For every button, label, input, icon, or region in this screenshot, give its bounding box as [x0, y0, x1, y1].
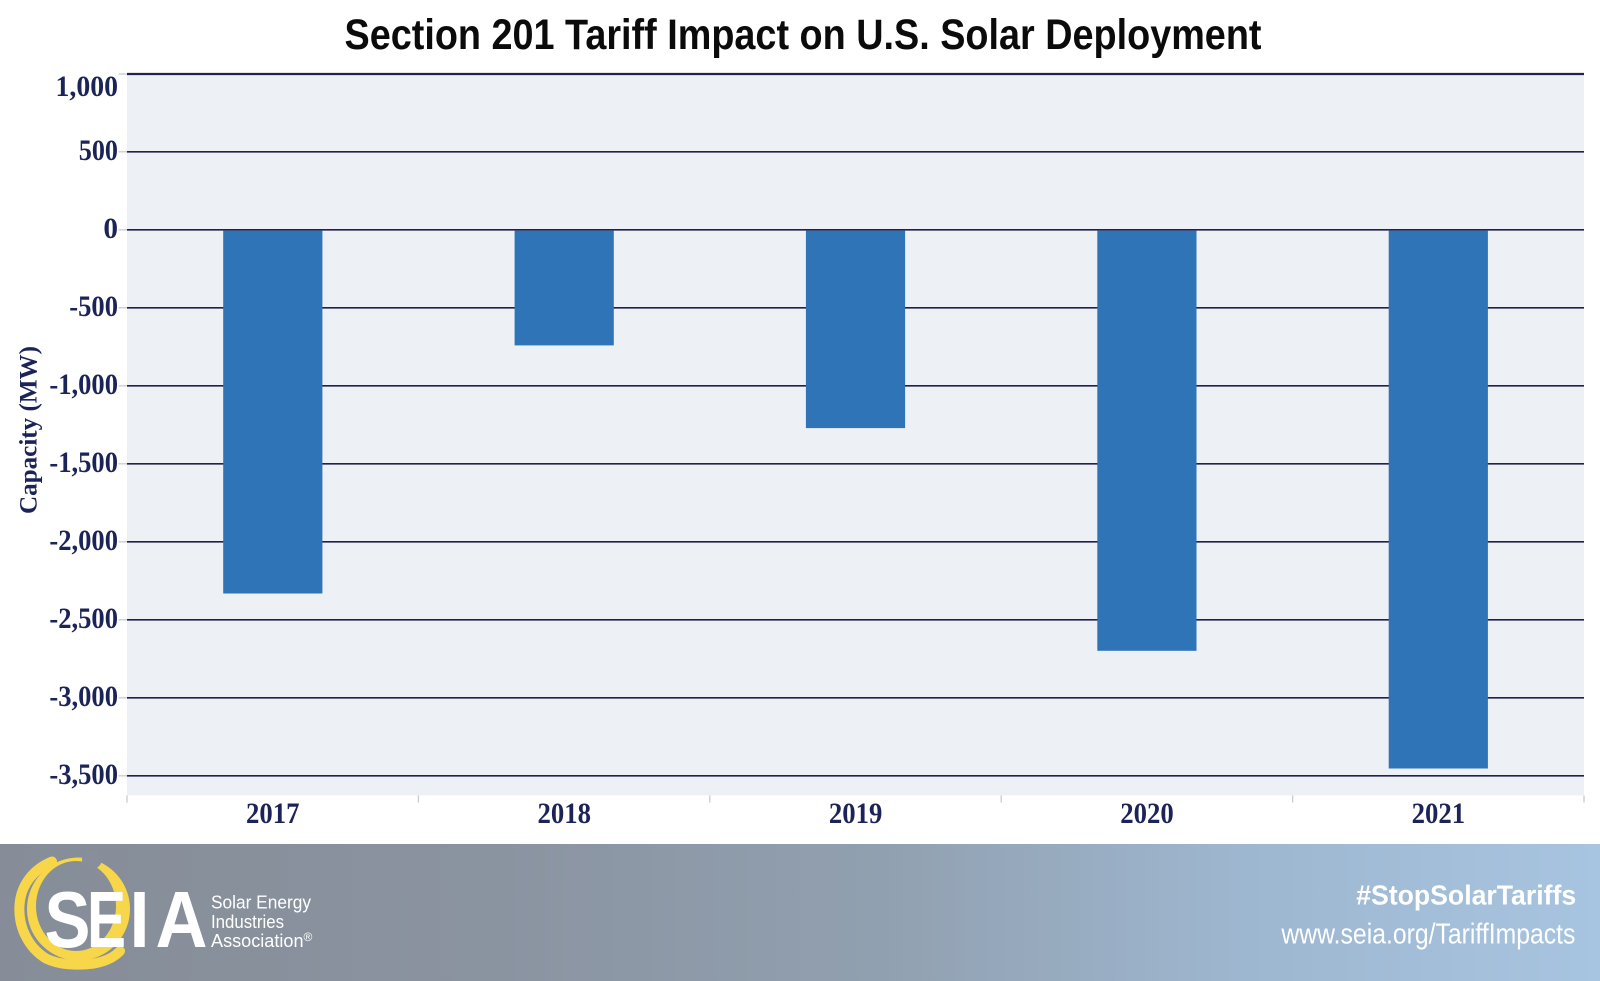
svg-text:Association®: Association® [211, 930, 313, 951]
svg-text:2018: 2018 [537, 798, 591, 830]
svg-text:-2,500: -2,500 [49, 603, 118, 635]
svg-text:A: A [156, 875, 208, 964]
svg-text:Solar Energy: Solar Energy [211, 893, 312, 913]
svg-text:S: S [45, 875, 91, 964]
svg-text:Capacity (MW): Capacity (MW) [16, 346, 43, 514]
svg-text:-1,000: -1,000 [49, 369, 118, 401]
svg-text:I: I [130, 875, 150, 964]
svg-text:1,000: 1,000 [56, 71, 119, 103]
svg-text:2021: 2021 [1412, 798, 1466, 830]
svg-text:www.seia.org/TariffImpacts: www.seia.org/TariffImpacts [1281, 918, 1576, 950]
svg-text:-3,500: -3,500 [49, 759, 118, 791]
svg-text:-2,000: -2,000 [49, 525, 118, 557]
svg-text:-1,500: -1,500 [49, 447, 118, 479]
svg-text:#StopSolarTariffs: #StopSolarTariffs [1356, 879, 1576, 910]
svg-text:500: 500 [79, 135, 118, 167]
svg-text:E: E [87, 875, 126, 964]
svg-text:0: 0 [103, 213, 118, 245]
svg-text:Industries: Industries [211, 912, 284, 932]
svg-text:2017: 2017 [246, 798, 300, 830]
svg-text:Section 201 Tariff Impact on U: Section 201 Tariff Impact on U.S. Solar … [345, 12, 1262, 59]
svg-text:2020: 2020 [1120, 798, 1174, 830]
svg-text:-500: -500 [69, 291, 118, 323]
svg-text:-3,000: -3,000 [49, 681, 118, 713]
svg-text:2019: 2019 [829, 798, 883, 830]
